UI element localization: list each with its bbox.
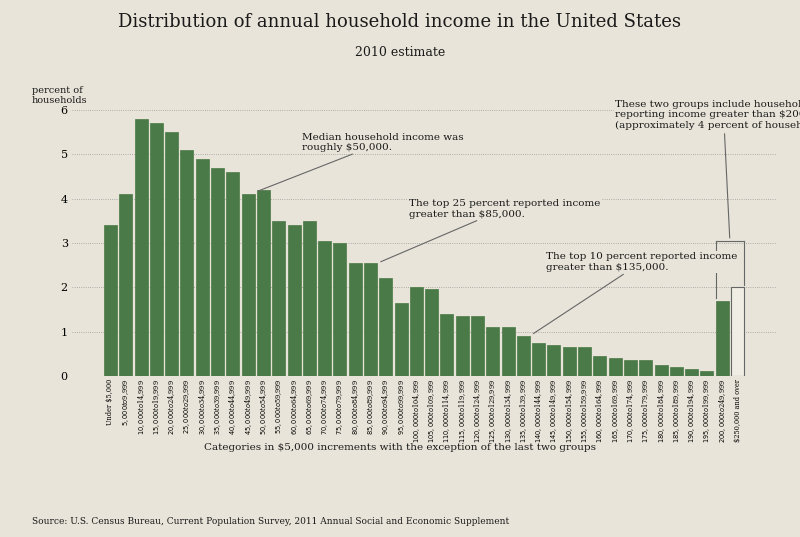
Bar	[272, 221, 286, 376]
Bar	[242, 194, 254, 376]
Bar	[502, 327, 514, 376]
Bar	[119, 194, 132, 376]
Text: The top 25 percent reported income
greater than $85,000.: The top 25 percent reported income great…	[381, 199, 600, 262]
Bar	[441, 314, 454, 376]
Bar	[196, 159, 209, 376]
Bar	[624, 360, 637, 376]
Bar	[639, 360, 652, 376]
Text: Categories in $5,000 increments with the exception of the last two groups: Categories in $5,000 increments with the…	[204, 443, 596, 452]
Text: Distribution of annual household income in the United States: Distribution of annual household income …	[118, 13, 682, 32]
Bar	[410, 287, 423, 376]
Bar	[257, 190, 270, 376]
Bar	[379, 278, 392, 376]
Bar	[318, 241, 331, 376]
Bar	[670, 367, 683, 376]
Bar	[165, 132, 178, 376]
Bar	[104, 225, 117, 376]
Bar	[609, 358, 622, 376]
Bar	[731, 287, 744, 376]
Text: Median household income was
roughly $50,000.: Median household income was roughly $50,…	[258, 133, 463, 191]
Text: percent of
households: percent of households	[32, 86, 88, 105]
Text: The top 10 percent reported income
greater than $135,000.: The top 10 percent reported income great…	[534, 252, 738, 333]
Bar	[287, 225, 301, 376]
Bar	[425, 289, 438, 376]
Bar	[303, 221, 316, 376]
Bar	[456, 316, 469, 376]
Bar	[517, 336, 530, 376]
Bar	[594, 356, 606, 376]
Bar	[547, 345, 561, 376]
Bar	[685, 369, 698, 376]
Bar	[150, 124, 163, 376]
Bar	[532, 343, 545, 376]
Bar	[349, 263, 362, 376]
Bar	[181, 150, 194, 376]
Bar	[394, 303, 407, 376]
Text: Source: U.S. Census Bureau, Current Population Survey, 2011 Annual Social and Ec: Source: U.S. Census Bureau, Current Popu…	[32, 517, 510, 526]
Text: These two groups include households
reporting income greater than $200,000
(appr: These two groups include households repo…	[615, 100, 800, 238]
Bar	[486, 327, 499, 376]
Bar	[471, 316, 484, 376]
Bar	[716, 301, 729, 376]
Bar	[134, 119, 147, 376]
Bar	[562, 347, 576, 376]
Bar	[226, 172, 239, 376]
Bar	[578, 347, 591, 376]
Bar	[211, 168, 224, 376]
Bar	[701, 372, 714, 376]
Bar	[364, 263, 377, 376]
Text: 2010 estimate: 2010 estimate	[355, 46, 445, 59]
Bar	[654, 365, 667, 376]
Bar	[334, 243, 346, 376]
